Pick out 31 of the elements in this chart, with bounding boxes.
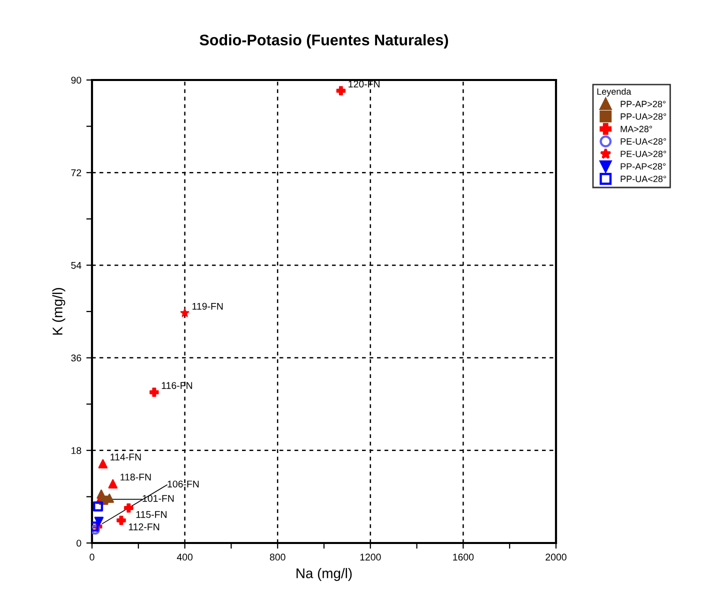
legend-title: Leyenda bbox=[597, 88, 632, 97]
legend-label: PP-AP<28° bbox=[620, 163, 666, 170]
annotation: 119-FN bbox=[192, 302, 223, 310]
y-tick-label: 0 bbox=[76, 540, 82, 547]
annotation: 106-FN bbox=[168, 480, 199, 488]
y-tick-label: 18 bbox=[72, 447, 82, 454]
annotation: 112-FN bbox=[128, 523, 160, 530]
x-tick-label: 1600 bbox=[453, 554, 474, 561]
legend-label: PE-UA<28° bbox=[620, 138, 666, 145]
x-tick-label: 400 bbox=[176, 554, 193, 561]
y-axis-title: K (mg/l) bbox=[52, 288, 66, 335]
legend-label: PP-UA>28° bbox=[620, 113, 666, 120]
annotation: 115-FN bbox=[136, 511, 167, 518]
y-tick-label: 72 bbox=[71, 169, 82, 176]
chart-title: Sodio-Potasio (Fuentes Naturales) bbox=[200, 34, 448, 48]
y-tick-label: 36 bbox=[71, 354, 82, 362]
annotation: 114-FN bbox=[110, 454, 141, 460]
annotation: 118-FN bbox=[120, 474, 151, 481]
x-tick-label: 800 bbox=[270, 554, 286, 561]
legend-label: MA>28° bbox=[620, 126, 652, 132]
legend-label: PE-UA>28° bbox=[620, 150, 666, 158]
legend-label: PP-UA<28° bbox=[620, 176, 666, 182]
x-axis-title: Na (mg/l) bbox=[296, 568, 352, 581]
x-tick-label: 1200 bbox=[360, 554, 381, 561]
x-tick-label: 0 bbox=[90, 554, 94, 561]
legend-label: PP-AP>28° bbox=[620, 100, 666, 108]
annotation: 101-FN bbox=[142, 494, 174, 502]
y-tick-label: 54 bbox=[71, 262, 82, 269]
annotation: 116-FN bbox=[162, 382, 192, 389]
y-tick-label: 90 bbox=[71, 76, 82, 84]
x-tick-label: 2000 bbox=[546, 554, 566, 561]
